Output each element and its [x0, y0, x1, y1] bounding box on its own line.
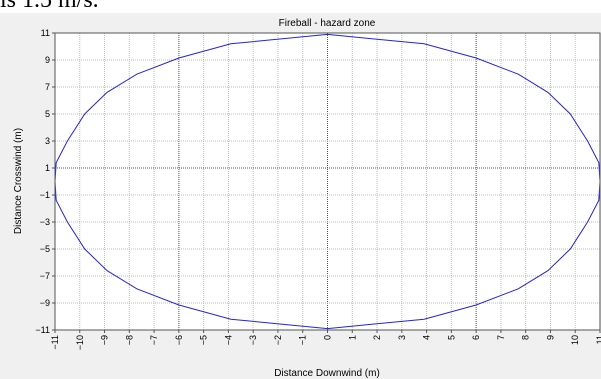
x-tick-label: −5 — [199, 335, 209, 345]
y-tick-label: 7 — [45, 82, 50, 92]
x-tick-label: 6 — [471, 335, 481, 340]
x-tick-label: −6 — [174, 335, 184, 345]
y-tick-label: 1 — [45, 163, 50, 173]
y-tick-label: −1 — [40, 190, 50, 200]
hazard-zone-line — [54, 33, 601, 330]
x-tick-label: 0 — [323, 335, 333, 340]
x-tick-label: 7 — [496, 335, 506, 340]
chart: −11 −10 −9 −8 −7 −6 −5 −4 −3 −2 −1 0 1 2 3 4 5 6 7 8 9 10 11−1… — [13, 18, 601, 379]
x-tick-label: 11 — [595, 335, 601, 344]
x-tick-label: −4 — [223, 335, 233, 345]
y-tick-label: 5 — [45, 109, 50, 119]
x-tick-label: −2 — [273, 335, 283, 345]
y-axis-label: Distance Crosswind (m) — [13, 128, 24, 234]
x-tick-label: 10 — [570, 335, 580, 345]
x-tick-label: −8 — [124, 335, 134, 345]
x-tick-label: 3 — [397, 335, 407, 340]
chart-title: Fireball - hazard zone — [279, 18, 376, 29]
x-tick-label: 9 — [545, 335, 555, 340]
y-tick-label: −5 — [40, 244, 50, 254]
x-tick-label: 8 — [521, 335, 531, 340]
header-text: is 1.5 m/s. — [0, 0, 99, 13]
x-tick-label: −10 — [75, 335, 85, 350]
x-tick-label: 2 — [372, 335, 382, 340]
y-tick-label: −7 — [40, 271, 50, 281]
chart-panel: −11 −10 −9 −8 −7 −6 −5 −4 −3 −2 −1 0 1 2 3 4 5 6 7 8 9 10 11 −1… — [0, 13, 601, 379]
y-tick-label: −3 — [40, 217, 50, 227]
x-tick-label: −11 — [50, 335, 60, 350]
y-tick-label: 3 — [45, 136, 50, 146]
x-tick-label: −9 — [100, 335, 110, 345]
x-tick-label: 5 — [446, 335, 456, 340]
x-tick-label: −1 — [298, 335, 308, 345]
x-tick-label: −3 — [248, 335, 258, 345]
y-tick-label: 9 — [45, 55, 50, 65]
x-tick-label: 4 — [422, 335, 432, 340]
y-tick-label: −11 — [35, 325, 50, 335]
x-tick-label: 1 — [347, 335, 357, 340]
y-tick-label: 11 — [41, 28, 50, 38]
y-tick-label: −9 — [40, 298, 50, 308]
x-tick-label: −7 — [149, 335, 159, 345]
x-axis-label: Distance Downwind (m) — [274, 368, 380, 379]
